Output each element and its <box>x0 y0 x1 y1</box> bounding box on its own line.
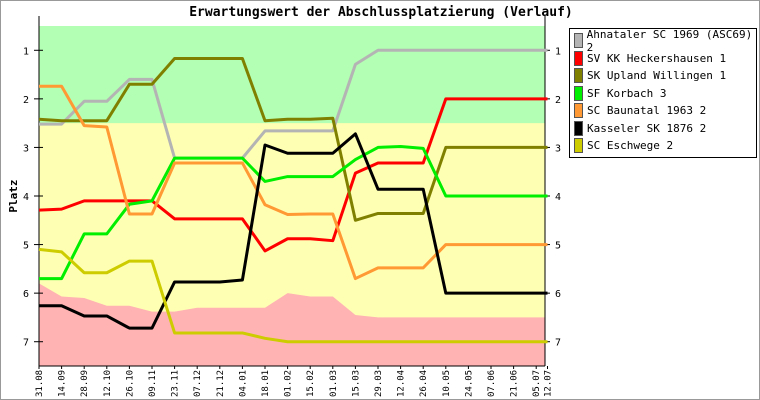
legend-label: SV KK Heckershausen 1 <box>587 51 727 65</box>
y-tick-label-left: 4 <box>23 192 29 203</box>
y-tick-label-left: 5 <box>23 241 29 252</box>
series-line-4 <box>39 84 548 281</box>
x-tick-label: 15.02 <box>306 370 316 397</box>
x-tick-label: 12.10 <box>103 370 113 397</box>
legend-swatch <box>574 85 583 101</box>
y-tick-label-left: 3 <box>23 143 29 154</box>
y-tick-label-right: 5 <box>555 241 561 252</box>
y-tick-label-left: 2 <box>23 95 29 106</box>
legend-swatch <box>574 68 583 83</box>
x-tick-label: 26.04 <box>419 370 429 397</box>
legend-swatch <box>574 138 583 153</box>
legend-label: Ahnataler SC 1969 (ASC69) 2 <box>586 27 753 54</box>
legend-label: Kasseler SK 1876 2 <box>587 121 707 135</box>
x-tick-label: 09.11 <box>148 370 158 397</box>
x-tick-label: 15.03 <box>351 370 361 397</box>
series-line-6 <box>38 247 548 344</box>
legend-item: SC Eschwege 2 <box>574 137 673 154</box>
legend-label: SF Korbach 3 <box>587 86 667 100</box>
y-axis-label: Platz <box>7 179 20 212</box>
legend-item: SK Upland Willingen 1 <box>574 67 726 84</box>
y-tick-label-right: 7 <box>555 338 561 349</box>
x-tick-label: 12.04 <box>397 370 407 397</box>
legend-item: SC Baunatal 1963 2 <box>574 102 706 119</box>
x-tick-label: 18.01 <box>261 370 271 397</box>
legend-label: SC Eschwege 2 <box>587 139 674 152</box>
legend-label: SK Upland Willingen 1 <box>587 69 727 82</box>
x-tick-label: 24.05 <box>464 370 474 397</box>
y-tick-label-right: 2 <box>555 95 561 106</box>
x-tick-label: 01.02 <box>284 370 294 397</box>
y-tick-label-left: 1 <box>23 46 29 57</box>
y-tick-label-left: 6 <box>23 289 29 300</box>
x-tick-label: 04.01 <box>238 370 248 397</box>
y-tick-label-right: 6 <box>555 289 561 300</box>
legend-item: Ahnataler SC 1969 (ASC69) 2 <box>574 28 756 54</box>
zone-relegation <box>39 283 548 366</box>
x-tick-label: 07.06 <box>487 370 497 397</box>
legend-swatch <box>574 103 583 118</box>
x-tick-label: 12.07 <box>544 370 554 397</box>
y-tick-label-right: 1 <box>555 46 561 57</box>
x-tick-label: 01.03 <box>329 370 339 397</box>
x-tick-label: 28.09 <box>80 370 90 397</box>
series-line-0 <box>39 48 548 160</box>
y-tick-label-right: 3 <box>555 143 561 154</box>
x-tick-label: 05.07 <box>532 370 542 397</box>
x-tick-label: 29.03 <box>374 370 384 397</box>
series-line-3 <box>39 144 548 281</box>
x-tick-label: 26.10 <box>125 370 135 397</box>
y-tick-label-right: 4 <box>555 192 561 203</box>
legend-swatch <box>574 50 583 66</box>
legend-item: SF Korbach 3 <box>574 85 666 102</box>
legend-item: SV KK Heckershausen 1 <box>574 50 726 67</box>
legend-swatch <box>574 33 583 48</box>
x-tick-label: 21.06 <box>510 370 520 397</box>
x-tick-label: 14.09 <box>58 370 68 397</box>
x-tick-label: 21.12 <box>216 370 226 397</box>
series-line-5 <box>39 132 548 330</box>
x-tick-label: 10.05 <box>442 370 452 397</box>
x-tick-label: 07.12 <box>193 370 203 397</box>
x-tick-label: 23.11 <box>171 370 181 397</box>
legend-swatch <box>574 120 583 136</box>
x-tick-label: 31.08 <box>35 370 45 397</box>
zone-promotion <box>39 26 545 124</box>
y-tick-label-left: 7 <box>23 338 29 349</box>
legend-item: Kasseler SK 1876 2 <box>574 120 706 137</box>
legend: Ahnataler SC 1969 (ASC69) 2 SV KK Heckers… <box>569 28 757 158</box>
chart-title: Erwartungswert der Abschlussplatzierung … <box>189 5 573 20</box>
series-line-2 <box>38 57 548 222</box>
legend-label: SC Baunatal 1963 2 <box>587 104 707 117</box>
